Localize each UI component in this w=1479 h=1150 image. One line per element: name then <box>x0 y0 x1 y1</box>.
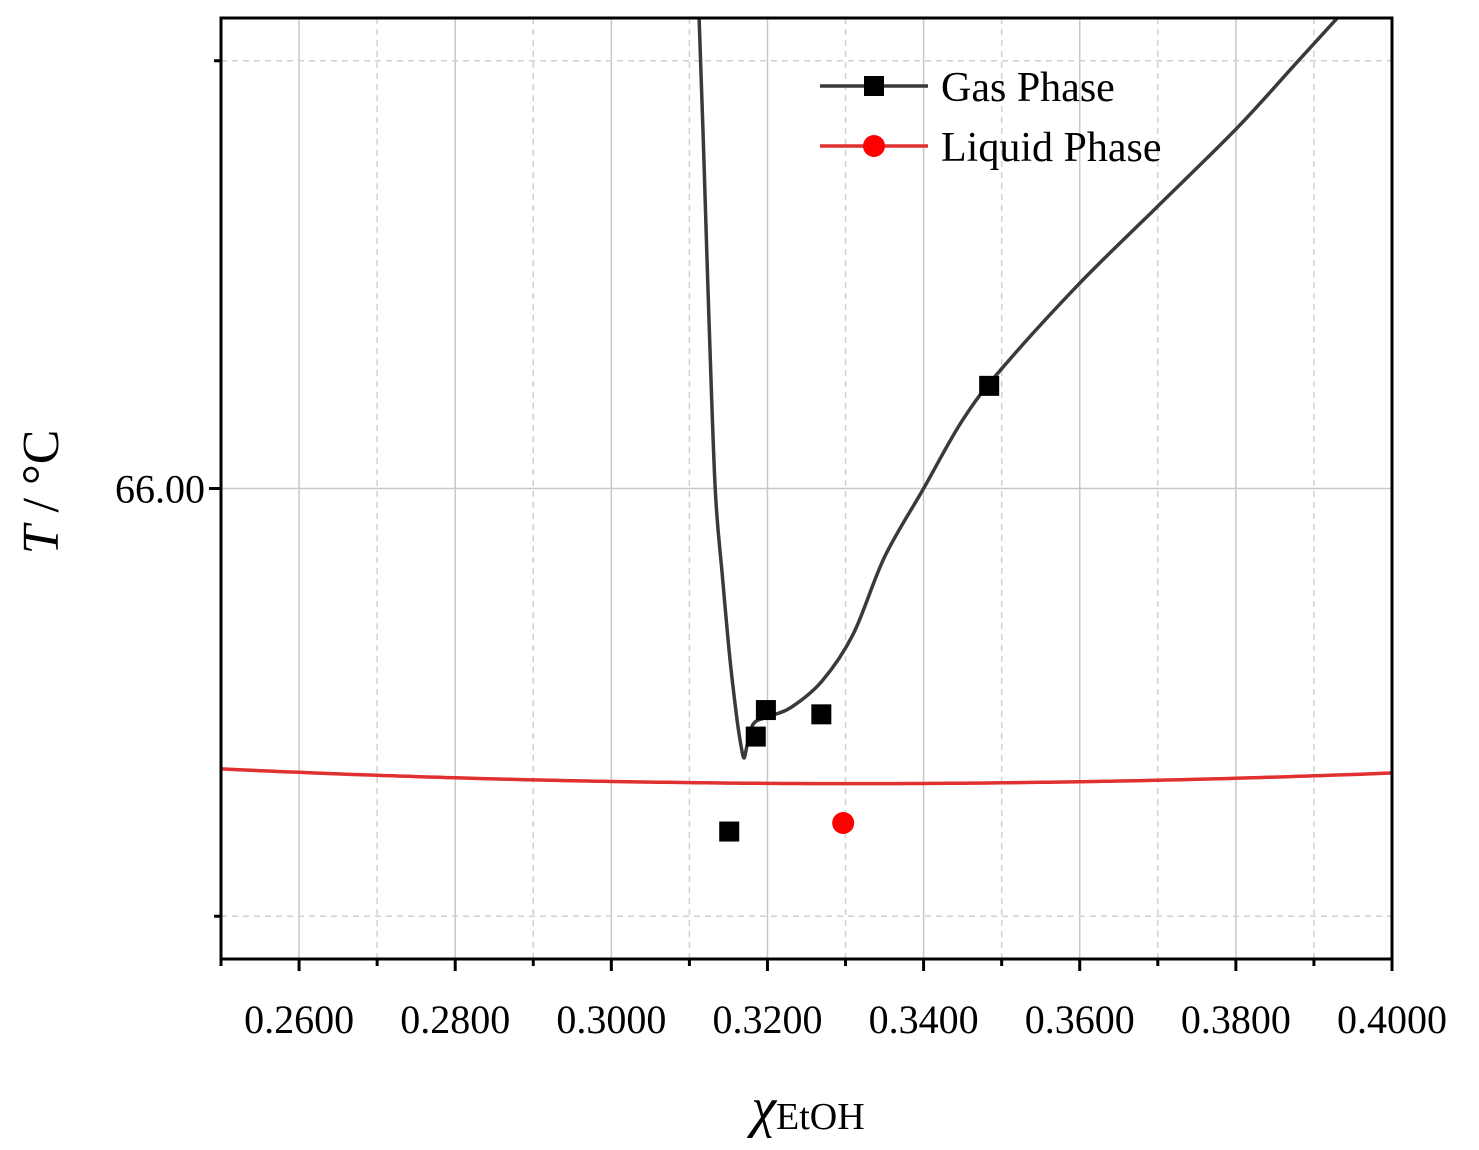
legend: Gas Phase Liquid Phase <box>820 65 1161 171</box>
legend-marker-liquid <box>863 135 885 157</box>
x-tick-label: 0.3200 <box>712 997 822 1042</box>
y-axis-symbol: T <box>13 522 70 554</box>
x-tick-label: 0.4000 <box>1337 997 1447 1042</box>
x-tick-label: 0.3800 <box>1181 997 1291 1042</box>
legend-marker-gas <box>864 76 884 96</box>
gridlines <box>221 18 1392 959</box>
liquid-phase-point <box>832 811 855 834</box>
legend-label-gas: Gas Phase <box>941 65 1115 111</box>
x-tick-label: 0.2800 <box>400 997 510 1042</box>
gas-phase-point <box>745 726 766 747</box>
x-tick-label: 0.3600 <box>1025 997 1135 1042</box>
liquid-phase-curve <box>221 767 1392 786</box>
gas-phase-point <box>755 700 776 721</box>
x-tick-label: 0.3400 <box>869 997 979 1042</box>
tick-labels: 0.2600 0.2800 0.3000 0.3200 0.3400 0.3600 0.38… <box>115 467 1447 1043</box>
x-tick-label: 0.2600 <box>244 997 354 1042</box>
axis-ticks <box>209 59 1394 971</box>
gas-phase-point <box>979 375 1000 396</box>
gas-phase-point <box>719 821 740 842</box>
x-axis-subscript: EtOH <box>776 1096 865 1138</box>
x-axis-symbol: χ <box>746 1077 777 1139</box>
x-axis-title: χEtOH <box>746 1077 864 1139</box>
gas-phase-curve <box>697 18 1339 760</box>
y-axis-title: T / °C <box>13 430 70 555</box>
gas-phase-point <box>811 704 832 725</box>
y-tick-label: 66.00 <box>115 467 205 512</box>
y-axis-unit: / °C <box>13 430 70 526</box>
x-tick-label: 0.3000 <box>556 997 666 1042</box>
legend-label-liquid: Liquid Phase <box>941 125 1161 171</box>
series-curves <box>221 18 1392 786</box>
series-markers <box>719 375 1000 842</box>
